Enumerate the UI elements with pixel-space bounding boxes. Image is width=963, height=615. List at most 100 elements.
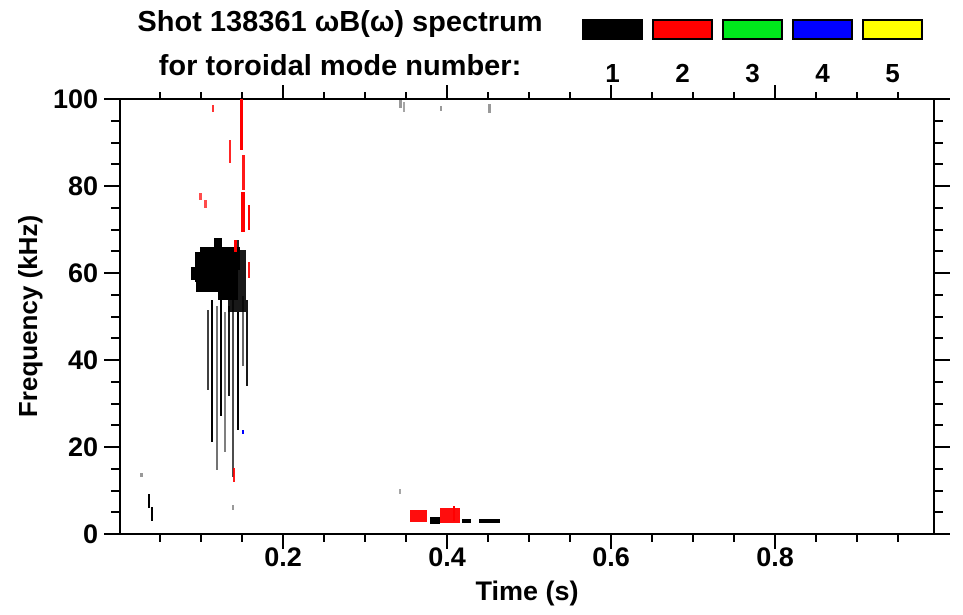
data-mark-mode-2 bbox=[241, 192, 245, 233]
x-major-tick-bottom bbox=[774, 534, 776, 549]
x-minor-tick-bottom bbox=[815, 534, 817, 542]
data-mark-mode-1 bbox=[224, 312, 227, 452]
y-tick-label-100: 100 bbox=[52, 84, 98, 114]
data-mark-mode-1 bbox=[215, 306, 218, 471]
data-mark-mode-2 bbox=[233, 467, 235, 482]
y-major-tick-left bbox=[104, 359, 120, 361]
y-tick-label-0: 0 bbox=[82, 519, 98, 549]
x-minor-tick-top bbox=[856, 92, 858, 99]
y-tick-label-60: 60 bbox=[67, 258, 98, 288]
y-tick-label-20: 20 bbox=[67, 432, 98, 462]
x-major-tick-top bbox=[774, 85, 776, 99]
y-minor-tick-left bbox=[111, 250, 120, 252]
x-major-tick-top bbox=[282, 85, 284, 99]
x-tick-label-0.6: 0.6 bbox=[592, 542, 630, 572]
y-tick-label-40: 40 bbox=[67, 345, 98, 375]
data-mark-mode-1 bbox=[148, 494, 151, 508]
y-minor-tick-right bbox=[934, 207, 943, 209]
x-minor-tick-bottom bbox=[733, 534, 735, 542]
x-minor-tick-bottom bbox=[241, 534, 243, 542]
data-mark-mode-1 bbox=[479, 519, 501, 524]
y-major-tick-left bbox=[104, 98, 120, 100]
y-minor-tick-right bbox=[934, 381, 943, 383]
y-minor-tick-left bbox=[111, 381, 120, 383]
y-major-tick-right bbox=[934, 98, 950, 100]
y-minor-tick-right bbox=[934, 163, 943, 165]
data-mark-mode-1 bbox=[219, 300, 222, 417]
y-minor-tick-left bbox=[111, 163, 120, 165]
y-minor-tick-left bbox=[111, 424, 120, 426]
y-minor-tick-right bbox=[934, 142, 943, 144]
x-minor-tick-top bbox=[815, 92, 817, 99]
data-mark-mode-1 bbox=[402, 102, 406, 112]
chart-title: Shot 138361 ωB(ω) spectrum bbox=[137, 6, 543, 38]
x-axis-title: Time (s) bbox=[475, 576, 579, 606]
x-minor-tick-top bbox=[405, 92, 407, 99]
y-major-tick-right bbox=[934, 272, 950, 274]
y-minor-tick-left bbox=[111, 142, 120, 144]
data-mark-mode-2 bbox=[242, 155, 245, 190]
y-major-tick-left bbox=[104, 185, 120, 187]
y-minor-tick-right bbox=[934, 490, 943, 492]
data-mark-mode-1 bbox=[232, 504, 235, 511]
data-mark-mode-2 bbox=[233, 239, 237, 253]
data-mark-mode-1 bbox=[228, 306, 231, 397]
y-minor-tick-right bbox=[934, 468, 943, 470]
y-minor-tick-left bbox=[111, 229, 120, 231]
data-mark-mode-1 bbox=[237, 312, 240, 430]
legend-label-5: 5 bbox=[885, 58, 900, 88]
data-mark-mode-1 bbox=[210, 300, 213, 443]
data-mark-mode-1 bbox=[151, 507, 154, 521]
data-mark-mode-2 bbox=[247, 205, 250, 230]
x-minor-tick-top bbox=[569, 92, 571, 99]
x-minor-tick-bottom bbox=[323, 534, 325, 542]
x-tick-label-0.2: 0.2 bbox=[264, 542, 302, 572]
x-minor-tick-bottom bbox=[159, 534, 161, 542]
y-major-tick-right bbox=[934, 185, 950, 187]
y-axis-left-line bbox=[119, 98, 121, 535]
y-minor-tick-right bbox=[934, 424, 943, 426]
y-minor-tick-left bbox=[111, 403, 120, 405]
data-mark-mode-2 bbox=[199, 193, 202, 200]
x-tick-label-0.4: 0.4 bbox=[428, 542, 466, 572]
x-minor-tick-bottom bbox=[364, 534, 366, 542]
y-tick-label-80: 80 bbox=[67, 171, 98, 201]
x-minor-tick-top bbox=[528, 92, 530, 99]
data-mark-mode-1 bbox=[398, 489, 402, 494]
y-minor-tick-right bbox=[934, 229, 943, 231]
x-minor-tick-bottom bbox=[692, 534, 694, 542]
y-minor-tick-left bbox=[111, 468, 120, 470]
y-minor-tick-left bbox=[111, 120, 120, 122]
y-minor-tick-right bbox=[934, 337, 943, 339]
x-minor-tick-top bbox=[159, 92, 161, 99]
x-minor-tick-top bbox=[364, 92, 366, 99]
y-minor-tick-left bbox=[111, 207, 120, 209]
y-minor-tick-right bbox=[934, 294, 943, 296]
y-major-tick-left bbox=[104, 272, 120, 274]
x-major-tick-top bbox=[446, 85, 448, 99]
y-minor-tick-left bbox=[111, 337, 120, 339]
data-mark-mode-2 bbox=[228, 139, 232, 163]
y-minor-tick-right bbox=[934, 403, 943, 405]
legend-swatch-1 bbox=[582, 19, 643, 40]
data-mark-mode-1 bbox=[228, 249, 247, 313]
data-mark-mode-1 bbox=[206, 310, 209, 390]
x-minor-tick-bottom bbox=[856, 534, 858, 542]
data-mark-mode-1 bbox=[196, 262, 220, 293]
data-mark-mode-1 bbox=[140, 473, 143, 477]
y-minor-tick-left bbox=[111, 490, 120, 492]
y-major-tick-right bbox=[934, 533, 950, 535]
x-minor-tick-top bbox=[897, 92, 899, 99]
x-minor-tick-bottom bbox=[651, 534, 653, 542]
legend-swatch-4 bbox=[792, 19, 853, 40]
x-major-tick-bottom bbox=[610, 534, 612, 549]
x-major-tick-top bbox=[610, 85, 612, 99]
legend-swatch-5 bbox=[862, 19, 923, 40]
data-mark-mode-1 bbox=[461, 519, 471, 524]
data-mark-mode-2 bbox=[410, 510, 428, 522]
data-mark-mode-1 bbox=[488, 103, 491, 113]
data-mark-mode-2 bbox=[439, 507, 461, 524]
x-minor-tick-bottom bbox=[897, 534, 899, 542]
data-mark-mode-2 bbox=[211, 105, 214, 113]
